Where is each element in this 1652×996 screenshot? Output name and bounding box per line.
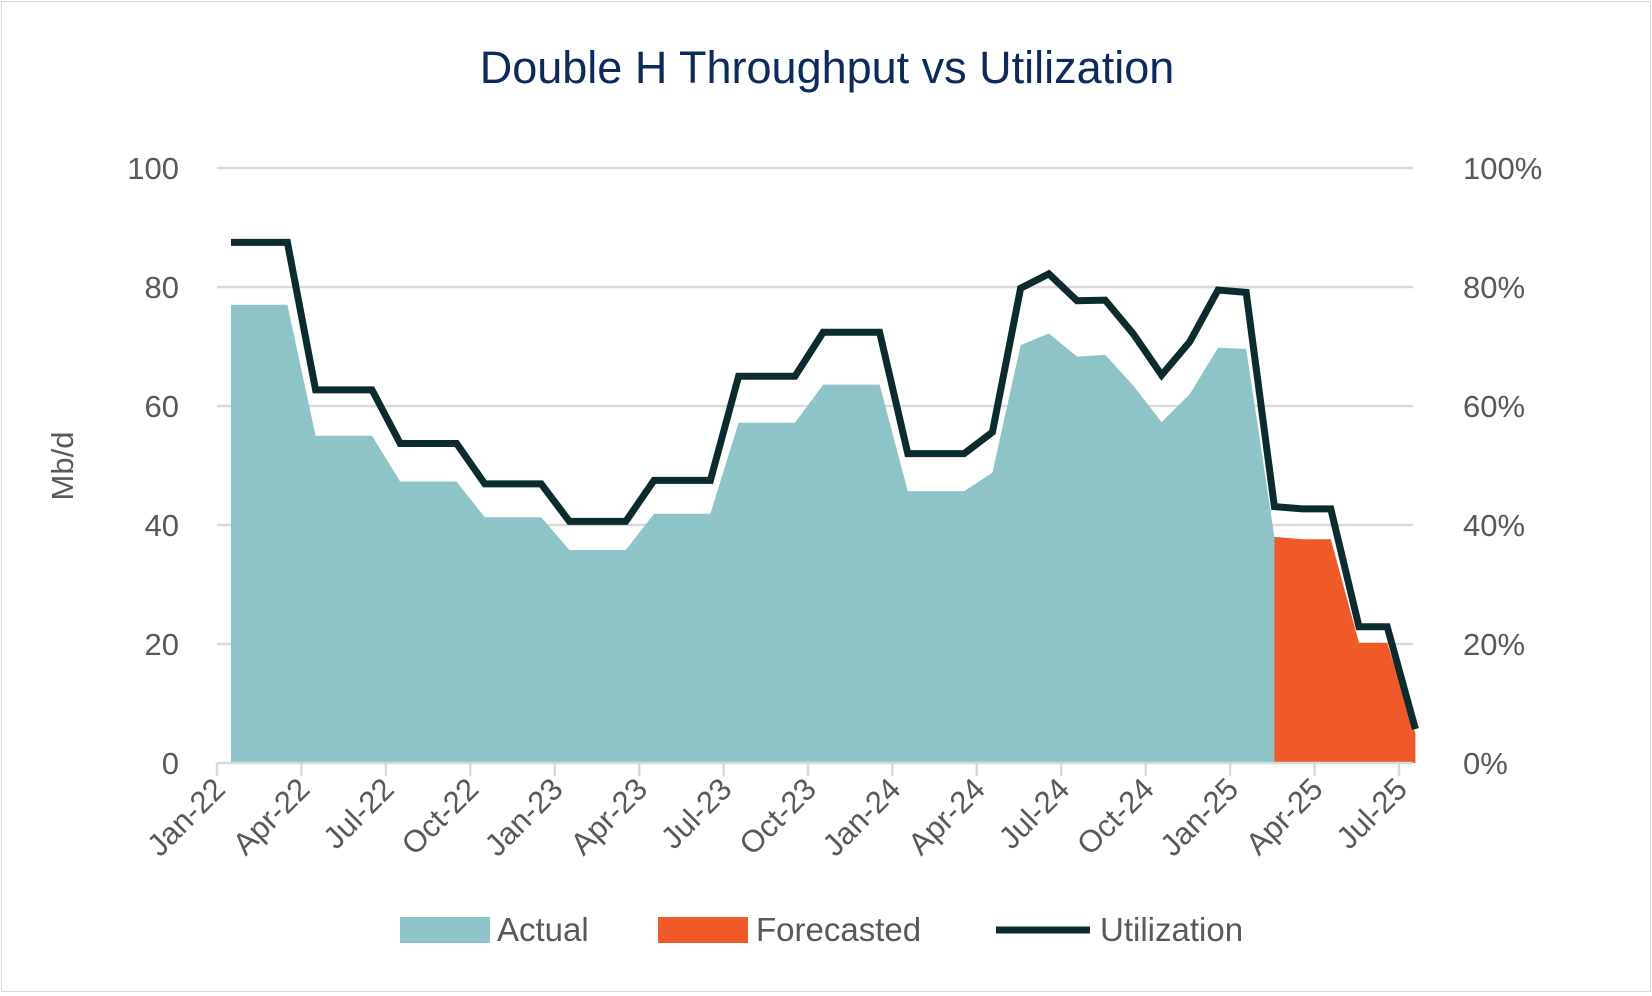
y-tick-label: 100	[127, 151, 179, 186]
legend-swatch-forecasted	[658, 917, 748, 943]
legend-swatch-actual	[400, 917, 490, 943]
y-tick-label: 40	[145, 508, 179, 543]
x-tick-label: Jan-24	[816, 771, 908, 863]
y-tick-label: 60	[145, 389, 179, 424]
y-axis-label: Mb/d	[45, 432, 80, 501]
x-tick-label: Jan-25	[1153, 771, 1245, 863]
chart-title: Double H Throughput vs Utilization	[480, 42, 1175, 93]
x-tick-label: Jul-25	[1329, 771, 1413, 855]
series-area-forecasted	[1274, 536, 1416, 763]
y-tick-label: 0	[162, 746, 179, 781]
x-tick-label: Apr-25	[1239, 771, 1330, 862]
legend-label-actual: Actual	[497, 911, 589, 948]
x-tick-label: Oct-22	[395, 771, 486, 862]
x-tick-label: Jan-22	[140, 771, 232, 863]
x-tick-label: Oct-24	[1070, 771, 1161, 862]
legend: Actual Forecasted Utilization	[400, 911, 1243, 948]
y-right-tick-label: 20%	[1463, 627, 1525, 662]
area-series	[231, 304, 1416, 763]
legend-label-utilization: Utilization	[1100, 911, 1243, 948]
y-right-tick-label: 0%	[1463, 746, 1508, 781]
x-tick-label: Jul-23	[654, 771, 738, 855]
x-tick-label: Apr-22	[226, 771, 317, 862]
y-tick-label: 80	[145, 270, 179, 305]
x-tick-label: Apr-24	[901, 771, 992, 862]
legend-label-forecasted: Forecasted	[756, 911, 921, 948]
x-tick-label: Apr-23	[564, 771, 655, 862]
x-tick-label: Jan-23	[478, 771, 570, 863]
line-series	[231, 238, 1419, 731]
y-right-tick-label: 100%	[1463, 151, 1542, 186]
series-area-actual	[231, 304, 1303, 763]
y-tick-label: 20	[145, 627, 179, 662]
y-right-tick-label: 60%	[1463, 389, 1525, 424]
x-tick-label: Jul-22	[316, 771, 400, 855]
x-tick-label: Oct-23	[732, 771, 823, 862]
y-right-tick-label: 80%	[1463, 270, 1525, 305]
y-right-tick-label: 40%	[1463, 508, 1525, 543]
series-line-utilization	[231, 238, 1419, 731]
x-tick-label: Jul-24	[992, 771, 1076, 855]
